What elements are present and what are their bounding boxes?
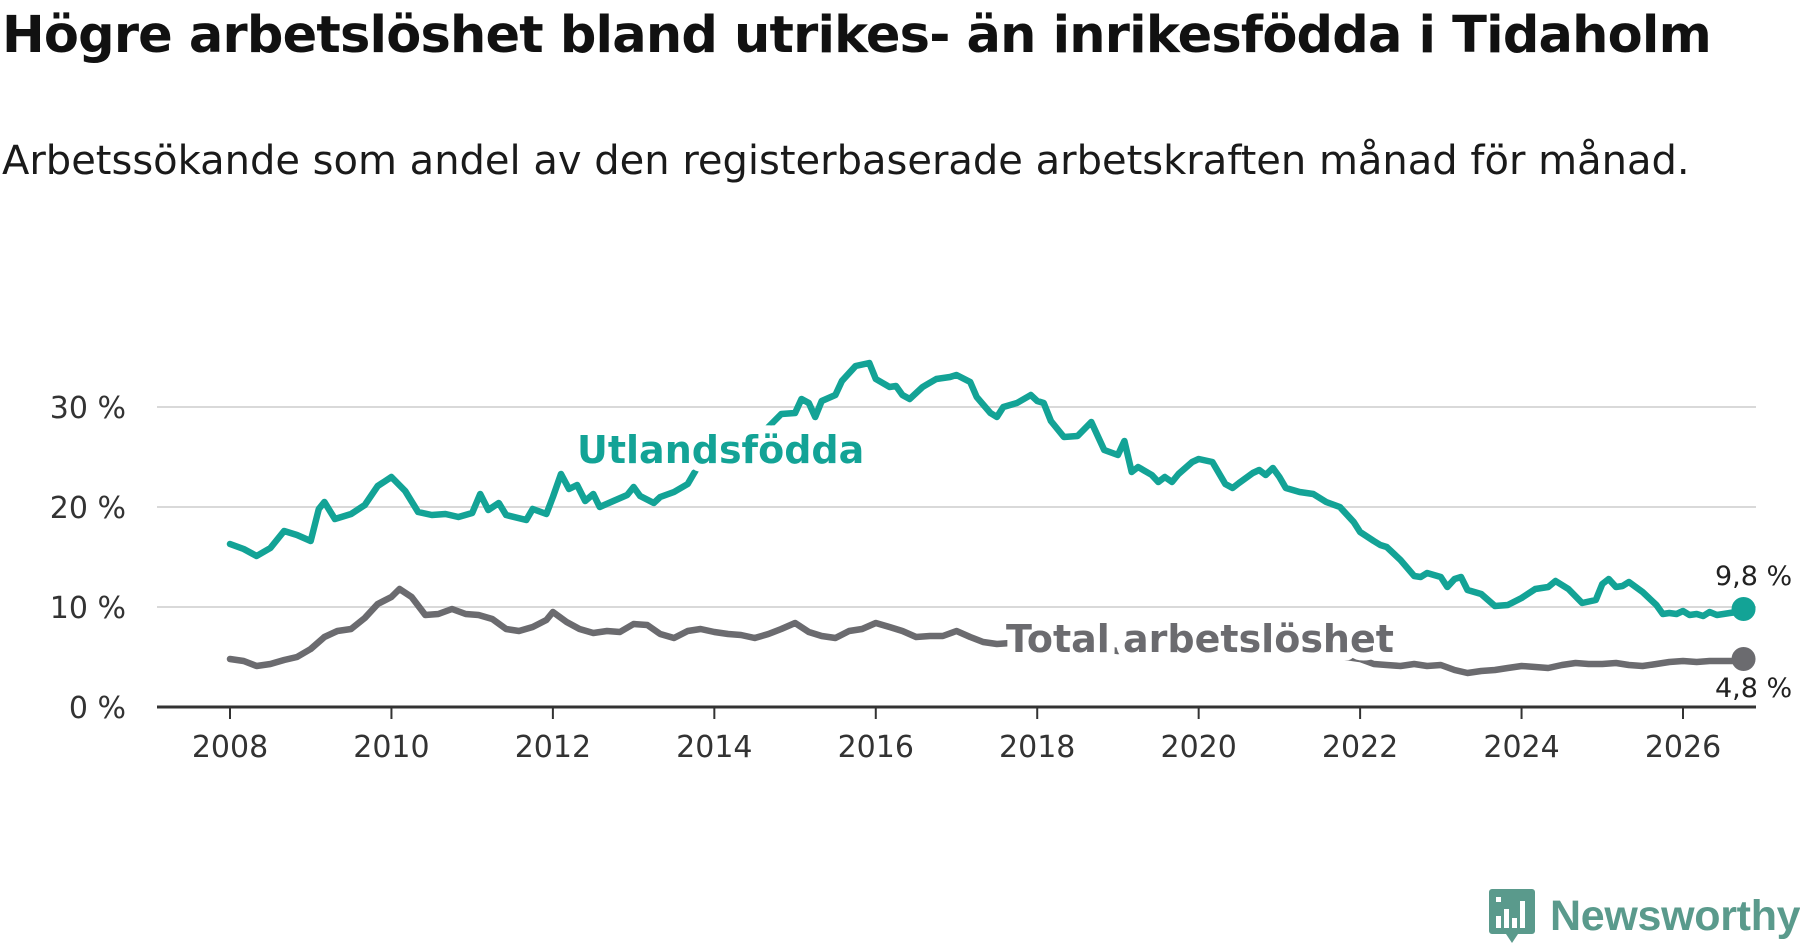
x-tick-label: 2010 bbox=[353, 730, 429, 765]
x-tick-label: 2012 bbox=[515, 730, 591, 765]
series-label-total: Total arbetslöshet bbox=[1006, 617, 1394, 661]
x-tick-label: 2016 bbox=[838, 730, 914, 765]
series-line-total bbox=[226, 585, 1747, 677]
x-tick-label: 2018 bbox=[999, 730, 1075, 765]
y-tick-label: 0 % bbox=[69, 691, 126, 726]
x-tick-label: 2022 bbox=[1322, 730, 1398, 765]
series-line-utlandsfodda bbox=[226, 359, 1747, 620]
series-label-utlandsfodda-halo: Utlandsfödda bbox=[577, 428, 864, 472]
x-tick-label: 2014 bbox=[676, 730, 752, 765]
y-tick-label: 10 % bbox=[50, 591, 126, 626]
series-label-total-halo: Total arbetslöshet bbox=[1006, 617, 1394, 661]
end-point-total bbox=[1731, 647, 1756, 671]
y-tick-label: 30 % bbox=[50, 391, 126, 426]
chart-subtitle: Arbetssökande som andel av den registerb… bbox=[2, 138, 1690, 184]
end-point-utlandsfodda bbox=[1731, 597, 1756, 621]
y-tick-label: 20 % bbox=[50, 491, 126, 526]
brand-name: Newsworthy bbox=[1550, 891, 1800, 940]
series-lines bbox=[226, 359, 1747, 677]
x-tick-label: 2008 bbox=[192, 730, 268, 765]
series-label-utlandsfodda: Utlandsfödda bbox=[577, 428, 864, 472]
grid-lines bbox=[157, 406, 1756, 608]
x-tick-label: 2026 bbox=[1645, 730, 1721, 765]
newsworthy-logo: Newsworthy bbox=[1488, 886, 1800, 946]
chart-title: Högre arbetslöshet bland utrikes- än inr… bbox=[2, 6, 1712, 65]
x-tick-label: 2024 bbox=[1483, 730, 1559, 765]
end-label-utlandsfodda: 9,8 % bbox=[1715, 561, 1792, 592]
axes: 0 % 10 % 20 % 30 % 2008 2010 2012 2014 2016 2018 2… bbox=[50, 391, 1756, 765]
x-tick-label: 2020 bbox=[1160, 730, 1236, 765]
newsworthy-logo-icon bbox=[1489, 889, 1535, 943]
end-label-total: 4,8 % bbox=[1715, 673, 1792, 704]
